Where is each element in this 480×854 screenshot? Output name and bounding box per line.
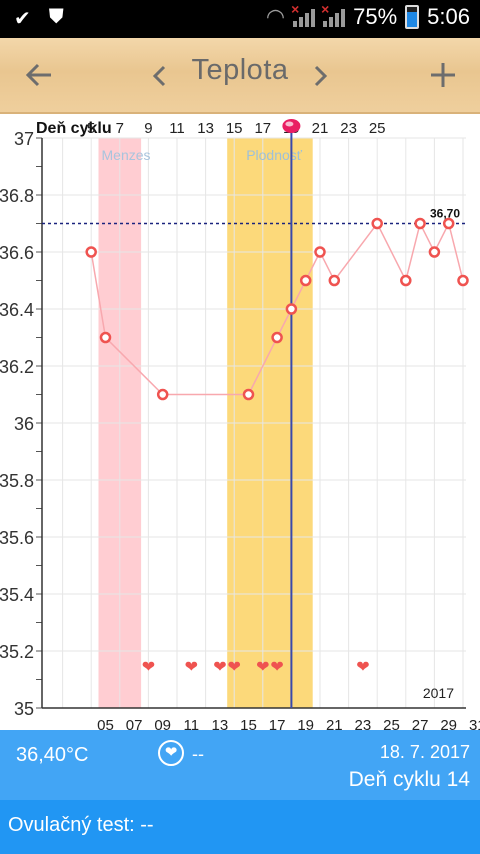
year-label: 2017 xyxy=(423,685,454,701)
day-info-bar[interactable]: 36,40°C ❤ -- 18. 7. 2017 Deň cyklu 14 xyxy=(0,730,480,800)
y-tick-label: 35.4 xyxy=(0,585,34,605)
intercourse-value: -- xyxy=(192,744,204,764)
cycle-day-tick: 5 xyxy=(87,120,95,137)
date-tick: 07 xyxy=(126,717,143,730)
temperature-value: 36,40°C xyxy=(16,744,89,766)
y-tick-label: 35 xyxy=(14,699,34,719)
check-icon: ✔ xyxy=(14,8,31,30)
temperature-point xyxy=(428,246,441,258)
temperature-point xyxy=(242,388,255,401)
temperature-point xyxy=(442,217,455,230)
cycle-day-tick: 9 xyxy=(144,120,152,137)
y-tick-label: 35.6 xyxy=(0,528,34,548)
cycle-day: Deň cyklu 14 xyxy=(348,768,470,791)
signal-icon: × xyxy=(291,1,316,27)
y-tick-label: 36 xyxy=(14,414,34,434)
date-tick: 09 xyxy=(154,717,171,730)
y-tick-label: 37 xyxy=(14,129,34,149)
battery-icon xyxy=(405,5,420,29)
reference-value-label: 36,70 xyxy=(430,207,460,221)
ovulation-test-bar[interactable]: Ovulačný test: -- xyxy=(0,800,480,854)
date-tick: 27 xyxy=(412,717,429,730)
cycle-day-tick: 23 xyxy=(340,120,357,137)
temperature-point xyxy=(299,274,312,287)
temperature-point xyxy=(371,217,383,230)
next-chevron-icon[interactable] xyxy=(310,64,330,88)
cycle-day-axis-title: Deň cyklu xyxy=(36,120,112,137)
battery-percent: 75% xyxy=(353,4,398,29)
selected-date: 18. 7. 2017 xyxy=(379,742,470,762)
y-tick-label: 35.8 xyxy=(0,471,34,491)
add-plus-icon[interactable] xyxy=(428,60,458,90)
app-toolbar: Teplota xyxy=(0,38,480,114)
clock: 5:06 xyxy=(427,4,470,29)
cycle-day-tick: 13 xyxy=(197,120,214,137)
y-tick-label: 36.2 xyxy=(0,357,34,377)
temperature-point xyxy=(400,274,412,287)
date-tick: 11 xyxy=(184,717,200,730)
back-arrow-icon[interactable] xyxy=(24,60,54,90)
heart-icon: ❤ xyxy=(142,657,155,676)
ovulation-marker-highlight xyxy=(285,121,294,127)
y-tick-label: 36.8 xyxy=(0,186,34,206)
shield-icon: ⛊ xyxy=(48,6,64,28)
heart-icon: ❤ xyxy=(158,740,184,766)
date-tick: 23 xyxy=(355,717,372,730)
temperature-chart-svg[interactable]: 35 35.2 35.4 35.6 35.8 36 36.2 36.4 36.6 36.8 37 Me… xyxy=(0,116,480,734)
cycle-day-tick: 7 xyxy=(116,120,124,137)
status-left-icons: ✔ ⛊ xyxy=(14,6,64,31)
temperature-point xyxy=(271,331,283,344)
cycle-day-tick: 17 xyxy=(254,120,271,137)
heart-icon: ❤ xyxy=(213,657,226,676)
date-tick: 29 xyxy=(440,717,457,730)
cycle-day-tick: 21 xyxy=(312,120,329,137)
signal-icon: × xyxy=(321,1,346,27)
page-title: Teplota xyxy=(191,54,289,86)
temperature-point xyxy=(85,246,97,258)
date-tick: 21 xyxy=(326,717,343,730)
previous-chevron-icon[interactable] xyxy=(150,64,170,88)
y-tick-label: 36.6 xyxy=(0,243,34,263)
cycle-day-tick: 25 xyxy=(369,120,386,137)
date-tick: 25 xyxy=(383,717,400,730)
heart-icon: ❤ xyxy=(270,657,283,676)
heart-icon: ❤ xyxy=(256,657,269,676)
fertile-label: Plodnosť xyxy=(246,147,303,163)
ovulation-test-text: Ovulačný test: -- xyxy=(8,814,154,836)
temperature-point xyxy=(285,303,298,315)
date-tick: 05 xyxy=(97,717,114,730)
cycle-day-tick: 11 xyxy=(169,120,185,137)
y-tick-label: 36.4 xyxy=(0,300,34,320)
temperature-point xyxy=(156,388,169,401)
date-tick: 31 xyxy=(469,717,480,730)
cycle-day-tick: 15 xyxy=(226,120,243,137)
date-tick: 17 xyxy=(269,717,286,730)
temperature-point xyxy=(457,274,469,287)
status-right-icons: ◠ × × 75% 5:06 xyxy=(265,1,470,30)
temperature-point xyxy=(414,217,426,230)
menses-label: Menzes xyxy=(102,147,151,163)
heart-icon: ❤ xyxy=(356,657,369,676)
status-bar: ✔ ⛊ ◠ × × 75% 5:06 xyxy=(0,0,480,38)
y-tick-label: 35.2 xyxy=(0,642,34,662)
temperature-chart[interactable]: 35 35.2 35.4 35.6 35.8 36 36.2 36.4 36.6 36.8 37 Me… xyxy=(0,116,480,734)
temperature-point xyxy=(328,274,341,287)
date-tick: 15 xyxy=(240,717,257,730)
date-tick: 19 xyxy=(297,717,314,730)
temperature-point xyxy=(99,331,112,344)
temperature-point xyxy=(314,246,326,258)
heart-icon: ❤ xyxy=(227,657,240,676)
heart-icon: ❤ xyxy=(185,657,198,676)
date-tick: 13 xyxy=(212,717,229,730)
wifi-icon: ◠ xyxy=(265,4,286,29)
